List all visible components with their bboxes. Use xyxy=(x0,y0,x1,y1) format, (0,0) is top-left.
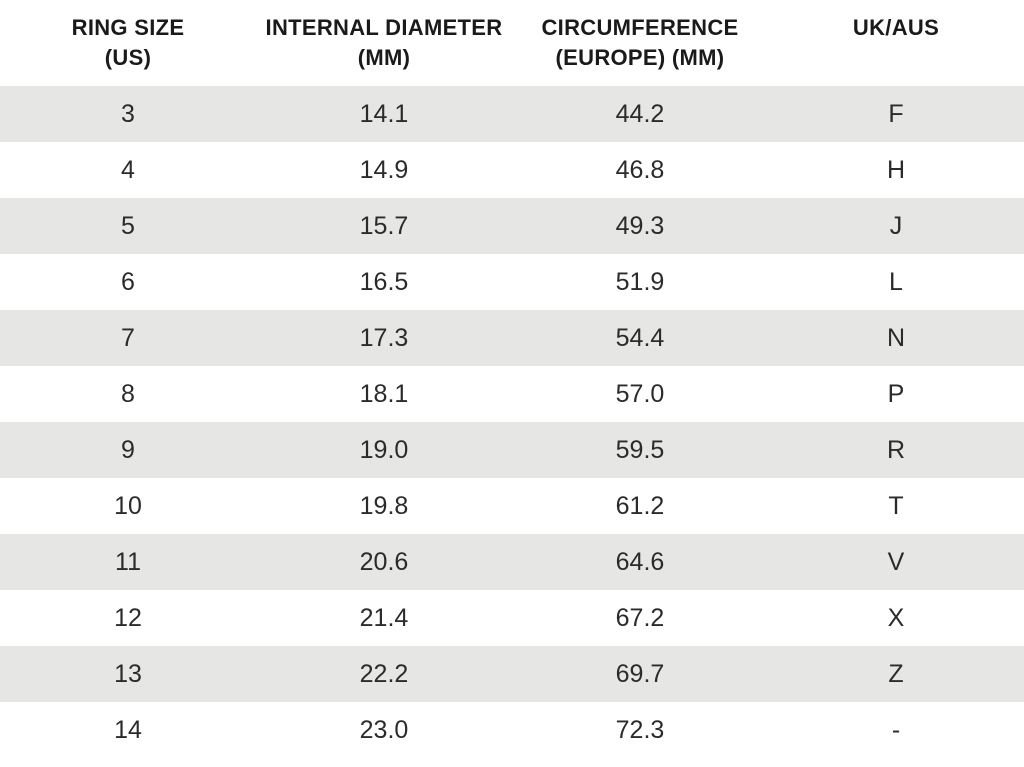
table-cell: 12 xyxy=(114,603,142,632)
table-body: 3 14.1 44.2 F 4 14.9 46.8 H 5 15.7 49.3 J 6 16.5 51.9 L… xyxy=(0,86,1024,758)
table-row: 14 23.0 72.3 - xyxy=(0,702,1024,758)
table-row: 5 15.7 49.3 J xyxy=(0,198,1024,254)
table-cell: 8 xyxy=(121,379,135,408)
table-row: 13 22.2 69.7 Z xyxy=(0,646,1024,702)
table-row: 12 21.4 67.2 X xyxy=(0,590,1024,646)
table-cell: 9 xyxy=(121,435,135,464)
header-line-2: (EUROPE) (MM) xyxy=(555,45,725,70)
table-cell: 22.2 xyxy=(359,659,409,688)
header-line-1: RING SIZE xyxy=(71,15,185,40)
table-cell: R xyxy=(886,435,906,464)
header-line-1: CIRCUMFERENCE xyxy=(541,15,739,40)
table-cell: 49.3 xyxy=(615,211,665,240)
table-cell: 19.0 xyxy=(359,435,409,464)
header-ring-size-us: RING SIZE (US) xyxy=(0,0,256,86)
table-cell: 69.7 xyxy=(615,659,665,688)
table-cell: 16.5 xyxy=(359,267,409,296)
header-line-1: UK/AUS xyxy=(852,15,940,40)
table-cell: V xyxy=(887,547,905,576)
table-cell: 13 xyxy=(114,659,142,688)
table-cell: 3 xyxy=(121,99,135,128)
table-cell: 6 xyxy=(121,267,135,296)
table-cell: - xyxy=(891,715,901,744)
table-cell: 15.7 xyxy=(359,211,409,240)
table-cell: 54.4 xyxy=(615,323,665,352)
table-cell: 46.8 xyxy=(615,155,665,184)
table-cell: 57.0 xyxy=(615,379,665,408)
table-cell: 67.2 xyxy=(615,603,665,632)
table-row: 9 19.0 59.5 R xyxy=(0,422,1024,478)
table-row: 4 14.9 46.8 H xyxy=(0,142,1024,198)
table-cell: 10 xyxy=(114,491,142,520)
table-cell: 17.3 xyxy=(359,323,409,352)
table-row: 7 17.3 54.4 N xyxy=(0,310,1024,366)
table-cell: T xyxy=(888,491,904,520)
table-cell: 11 xyxy=(115,547,141,576)
table-cell: 4 xyxy=(121,155,135,184)
header-internal-diameter-mm: INTERNAL DIAMETER (MM) xyxy=(256,0,512,86)
header-uk-aus: UK/AUS xyxy=(768,0,1024,86)
table-cell: X xyxy=(887,603,905,632)
table-cell: N xyxy=(886,323,906,352)
header-line-1: INTERNAL DIAMETER xyxy=(265,15,503,40)
header-line-2: (US) xyxy=(104,45,152,70)
table-cell: 14.9 xyxy=(359,155,409,184)
table-cell: 14.1 xyxy=(359,99,409,128)
table-cell: 19.8 xyxy=(359,491,409,520)
table-cell: 14 xyxy=(114,715,142,744)
header-line-2: (MM) xyxy=(357,45,411,70)
table-cell: P xyxy=(887,379,905,408)
table-cell: 20.6 xyxy=(359,547,409,576)
table-cell: 5 xyxy=(121,211,135,240)
header-circumference-europe-mm: CIRCUMFERENCE (EUROPE) (MM) xyxy=(512,0,768,86)
table-cell: 18.1 xyxy=(359,379,409,408)
table-cell: 7 xyxy=(121,323,135,352)
table-cell: H xyxy=(886,155,906,184)
table-row: 8 18.1 57.0 P xyxy=(0,366,1024,422)
table-cell: 44.2 xyxy=(615,99,665,128)
header-row: RING SIZE (US) INTERNAL DIAMETER (MM) CI… xyxy=(0,0,1024,86)
table-cell: 51.9 xyxy=(615,267,665,296)
table-cell: J xyxy=(889,211,903,240)
table-row: 6 16.5 51.9 L xyxy=(0,254,1024,310)
table-row: 10 19.8 61.2 T xyxy=(0,478,1024,534)
table-cell: Z xyxy=(888,659,904,688)
table-cell: L xyxy=(889,267,903,296)
table-cell: 61.2 xyxy=(615,491,665,520)
table-cell: 64.6 xyxy=(615,547,665,576)
table-header: RING SIZE (US) INTERNAL DIAMETER (MM) CI… xyxy=(0,0,1024,86)
table-cell: 59.5 xyxy=(615,435,665,464)
table-row: 3 14.1 44.2 F xyxy=(0,86,1024,142)
table-cell: F xyxy=(888,99,904,128)
table-cell: 72.3 xyxy=(615,715,665,744)
table-row: 11 20.6 64.6 V xyxy=(0,534,1024,590)
table-cell: 23.0 xyxy=(359,715,409,744)
table-cell: 21.4 xyxy=(359,603,409,632)
